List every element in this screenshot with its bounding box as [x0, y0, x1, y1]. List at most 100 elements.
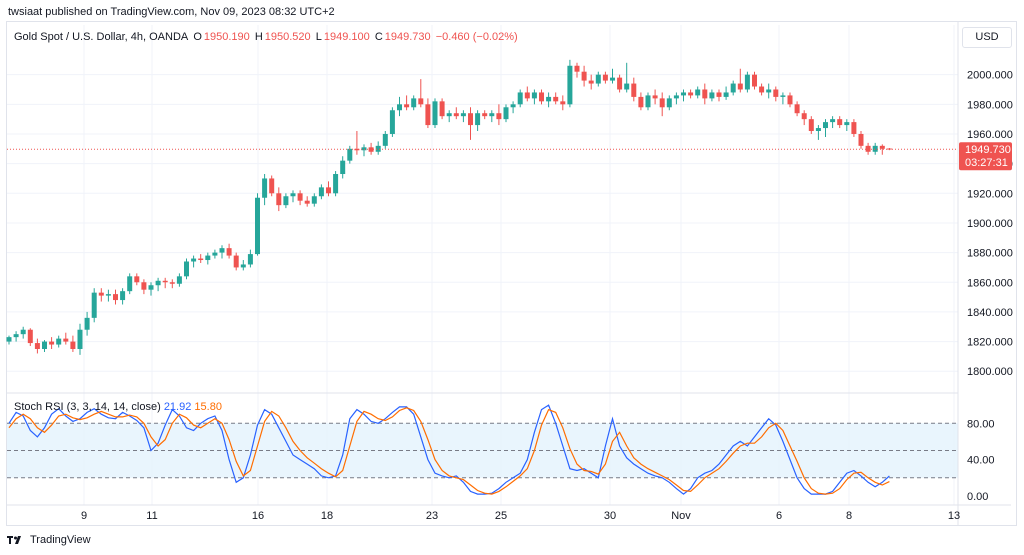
candle-body[interactable] — [226, 248, 232, 256]
candle-body[interactable] — [198, 258, 204, 261]
candle-body[interactable] — [517, 92, 523, 105]
candle-body[interactable] — [432, 101, 438, 126]
candle-body[interactable] — [27, 329, 33, 344]
candle-body[interactable] — [105, 294, 111, 296]
candle-body[interactable] — [673, 95, 679, 99]
candle-body[interactable] — [752, 74, 757, 87]
candle-body[interactable] — [290, 193, 296, 197]
candle-body[interactable] — [652, 95, 658, 99]
candle-body[interactable] — [169, 282, 175, 284]
candle-body[interactable] — [418, 98, 424, 105]
candle-body[interactable] — [247, 254, 253, 265]
candle-body[interactable] — [113, 294, 118, 301]
candle-body[interactable] — [176, 276, 182, 284]
candle-body[interactable] — [340, 160, 346, 175]
tradingview-brand[interactable]: TradingView — [30, 534, 91, 546]
candle-body[interactable] — [98, 292, 104, 296]
candle-body[interactable] — [460, 113, 466, 117]
candle-body[interactable] — [162, 280, 168, 283]
candle-body[interactable] — [411, 98, 417, 108]
candle-body[interactable] — [659, 98, 665, 108]
candle-body[interactable] — [475, 113, 481, 126]
candle-body[interactable] — [759, 86, 765, 93]
candle-body[interactable] — [624, 83, 630, 90]
candle-body[interactable] — [617, 77, 623, 90]
candle-body[interactable] — [63, 338, 69, 342]
candle-body[interactable] — [830, 119, 836, 123]
candle-body[interactable] — [510, 104, 516, 108]
candle-body[interactable] — [638, 96, 644, 108]
candle-body[interactable] — [553, 96, 559, 102]
candle-body[interactable] — [297, 193, 303, 201]
candle-body[interactable] — [879, 145, 885, 149]
candle-body[interactable] — [42, 341, 47, 349]
candle-body[interactable] — [304, 200, 310, 204]
candle-body[interactable] — [120, 291, 126, 301]
candle-body[interactable] — [389, 110, 395, 134]
candle-body[interactable] — [6, 337, 12, 342]
candle-body[interactable] — [524, 92, 530, 99]
candle-body[interactable] — [567, 65, 573, 105]
candle-body[interactable] — [702, 89, 708, 99]
candle-body[interactable] — [233, 255, 239, 268]
candle-body[interactable] — [872, 145, 878, 152]
candle-body[interactable] — [333, 174, 339, 194]
symbol-name[interactable]: Gold Spot / U.S. Dollar, 4h, OANDA — [14, 31, 189, 43]
candle-body[interactable] — [439, 101, 445, 117]
candle-body[interactable] — [546, 96, 552, 102]
candle-body[interactable] — [801, 113, 807, 120]
candle-body[interactable] — [581, 71, 587, 81]
candle-body[interactable] — [496, 113, 502, 120]
candle-body[interactable] — [127, 276, 133, 292]
candle-body[interactable] — [283, 196, 289, 206]
candle-body[interactable] — [20, 329, 26, 335]
candle-body[interactable] — [255, 197, 260, 255]
candle-body[interactable] — [70, 341, 76, 349]
candle-body[interactable] — [851, 122, 857, 134]
candle-body[interactable] — [318, 187, 324, 197]
candle-body[interactable] — [744, 74, 750, 90]
candle-body[interactable] — [205, 255, 211, 261]
candle-body[interactable] — [13, 334, 19, 338]
candle-body[interactable] — [347, 148, 353, 161]
candle-body[interactable] — [723, 92, 729, 97]
candle-body[interactable] — [446, 113, 452, 117]
candle-body[interactable] — [77, 329, 83, 349]
candle-body[interactable] — [602, 74, 608, 81]
candle-body[interactable] — [219, 248, 225, 253]
candle-body[interactable] — [489, 113, 495, 117]
candle-body[interactable] — [184, 261, 189, 277]
candle-body[interactable] — [844, 122, 850, 126]
candle-body[interactable] — [397, 104, 402, 111]
candle-body[interactable] — [610, 77, 615, 81]
candle-body[interactable] — [468, 113, 473, 126]
candle-body[interactable] — [560, 101, 566, 105]
candle-body[interactable] — [837, 119, 843, 126]
candle-body[interactable] — [311, 196, 317, 204]
candle-body[interactable] — [631, 83, 637, 97]
candle-body[interactable] — [262, 178, 268, 198]
candle-body[interactable] — [155, 280, 161, 286]
currency-button[interactable]: USD — [962, 27, 1012, 48]
candle-body[interactable] — [645, 95, 651, 108]
candle-body[interactable] — [141, 282, 147, 290]
candle-body[interactable] — [453, 113, 459, 117]
candle-body[interactable] — [382, 133, 388, 146]
candle-body[interactable] — [84, 317, 90, 330]
candle-body[interactable] — [240, 264, 246, 268]
candle-body[interactable] — [531, 92, 537, 99]
candle-body[interactable] — [368, 147, 374, 152]
candle-body[interactable] — [354, 148, 360, 151]
candle-body[interactable] — [56, 338, 62, 345]
candle-body[interactable] — [269, 178, 275, 194]
candle-body[interactable] — [134, 276, 140, 283]
candle-body[interactable] — [823, 122, 828, 129]
candle-body[interactable] — [716, 92, 722, 97]
candle-body[interactable] — [34, 343, 40, 349]
candle-body[interactable] — [737, 83, 743, 90]
candle-body[interactable] — [595, 74, 601, 84]
candle-body[interactable] — [425, 104, 431, 126]
candle-body[interactable] — [148, 285, 154, 290]
candle-body[interactable] — [709, 92, 715, 99]
